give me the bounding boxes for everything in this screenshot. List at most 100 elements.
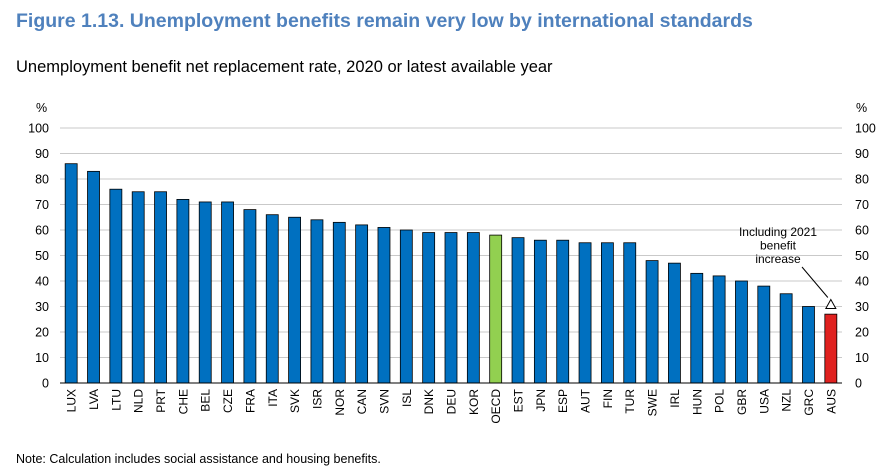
y-tick-label-right: 0 (855, 377, 862, 391)
x-tick-label: FIN (601, 389, 615, 408)
x-tick-label: BEL (199, 389, 213, 412)
y-tick-label-right: 30 (855, 300, 869, 314)
x-tick-label: ISR (310, 389, 324, 409)
x-tick-label: AUT (579, 388, 593, 413)
bar-tur (623, 242, 637, 384)
y-tick-label-right: 60 (855, 224, 869, 238)
annotation-leader (801, 266, 829, 298)
bar-nzl (779, 293, 793, 384)
y-tick-label-right: 20 (855, 326, 869, 340)
y-tick-label-left: 0 (42, 377, 49, 391)
bar-swe (645, 260, 659, 384)
y-axis-unit-left: % (36, 101, 47, 115)
bar-aut (578, 242, 592, 384)
x-tick-label: ISL (400, 389, 414, 407)
bar-fra (243, 209, 257, 384)
y-tick-label-left: 70 (35, 198, 49, 212)
x-tick-label: NLD (132, 389, 146, 413)
bar-nor (332, 221, 346, 384)
bar-oecd (489, 234, 503, 384)
bar-aus (824, 313, 838, 384)
bar-kor (466, 232, 480, 384)
annotation-text: benefit (760, 239, 797, 253)
figure-title: Figure 1.13. Unemployment benefits remai… (16, 10, 753, 32)
x-tick-label: LTU (109, 389, 123, 411)
x-tick-label: IRL (668, 389, 682, 408)
bars (64, 163, 838, 384)
x-tick-label: NZL (780, 389, 794, 412)
x-tick-label: AUS (824, 389, 838, 414)
x-tick-label: PRT (154, 388, 168, 412)
x-tick-label: GBR (735, 389, 749, 415)
bar-jpn (533, 239, 547, 384)
x-tick-label: ESP (556, 389, 570, 413)
y-tick-label-right: 100 (855, 122, 876, 136)
bar-usa (757, 285, 771, 384)
x-tick-label: JPN (534, 389, 548, 412)
gridlines (60, 127, 842, 358)
chart-note: Note: Calculation includes social assist… (16, 452, 381, 466)
bar-hun (690, 272, 704, 384)
x-tick-label: POL (713, 389, 727, 413)
y-tick-label-right: 10 (855, 351, 869, 365)
bar-pol (712, 275, 726, 384)
bar-che (176, 198, 190, 384)
x-tick-label: DNK (422, 389, 436, 414)
x-tick-label: LUX (65, 389, 79, 412)
bar-irl (668, 262, 681, 384)
bar-dnk (422, 232, 436, 384)
x-tick-label: LVA (87, 389, 101, 410)
bar-est (511, 237, 525, 384)
bar-ita (265, 214, 279, 384)
x-tick-label: FRA (243, 389, 257, 413)
y-tick-label-left: 100 (28, 122, 49, 136)
bar-prt (154, 191, 167, 384)
bar-lva (87, 170, 100, 384)
annotation-text: Including 2021 (739, 225, 817, 239)
x-tick-label: HUN (690, 389, 704, 415)
y-tick-label-left: 60 (35, 224, 49, 238)
y-tick-label-right: 50 (855, 249, 869, 263)
bar-fin (601, 242, 614, 384)
chart-subtitle: Unemployment benefit net replacement rat… (16, 58, 553, 76)
bar-deu (444, 232, 458, 384)
bar-lux (64, 163, 78, 384)
y-axis-unit-right: % (856, 101, 867, 115)
bar-cze (221, 201, 234, 384)
x-tick-label: NOR (333, 389, 347, 416)
y-tick-label-left: 10 (35, 351, 49, 365)
x-tick-label: USA (757, 389, 771, 414)
y-tick-label-right: 40 (855, 275, 869, 289)
x-tick-label: GRC (802, 389, 816, 416)
y-tick-label-right: 70 (855, 198, 869, 212)
bar-isl (399, 229, 413, 384)
x-tick-label: DEU (445, 389, 459, 414)
x-tick-label: SVK (288, 389, 302, 413)
x-tick-label: CHE (176, 389, 190, 414)
bar-isr (310, 219, 324, 384)
x-tick-label: CZE (221, 389, 235, 413)
bar-esp (556, 239, 570, 384)
bar-svk (288, 216, 302, 384)
x-tick-label: OECD (489, 389, 503, 424)
x-tick-label: CAN (355, 389, 369, 414)
bar-gbr (735, 280, 748, 384)
y-tick-label-left: 80 (35, 173, 49, 187)
y-tick-label-right: 90 (855, 147, 869, 161)
bar-svn (377, 227, 391, 384)
y-tick-label-right: 80 (855, 173, 869, 187)
y-tick-label-left: 40 (35, 275, 49, 289)
bar-ltu (109, 188, 123, 384)
annotation-text: increase (755, 252, 801, 266)
x-tick-label: KOR (467, 389, 481, 415)
x-tick-label: EST (512, 388, 526, 412)
bar-can (355, 224, 369, 384)
x-tick-label: TUR (623, 389, 637, 414)
bar-chart: 0 0 10 10 20 20 30 30 40 40 50 50 60 60 70 70 80 80 90 90 10… (28, 101, 876, 424)
y-tick-label-left: 90 (35, 147, 49, 161)
bar-grc (802, 306, 815, 384)
bar-nld (131, 191, 145, 384)
x-tick-label: SWE (646, 389, 660, 416)
bar-bel (198, 201, 212, 384)
y-tick-label-left: 20 (35, 326, 49, 340)
